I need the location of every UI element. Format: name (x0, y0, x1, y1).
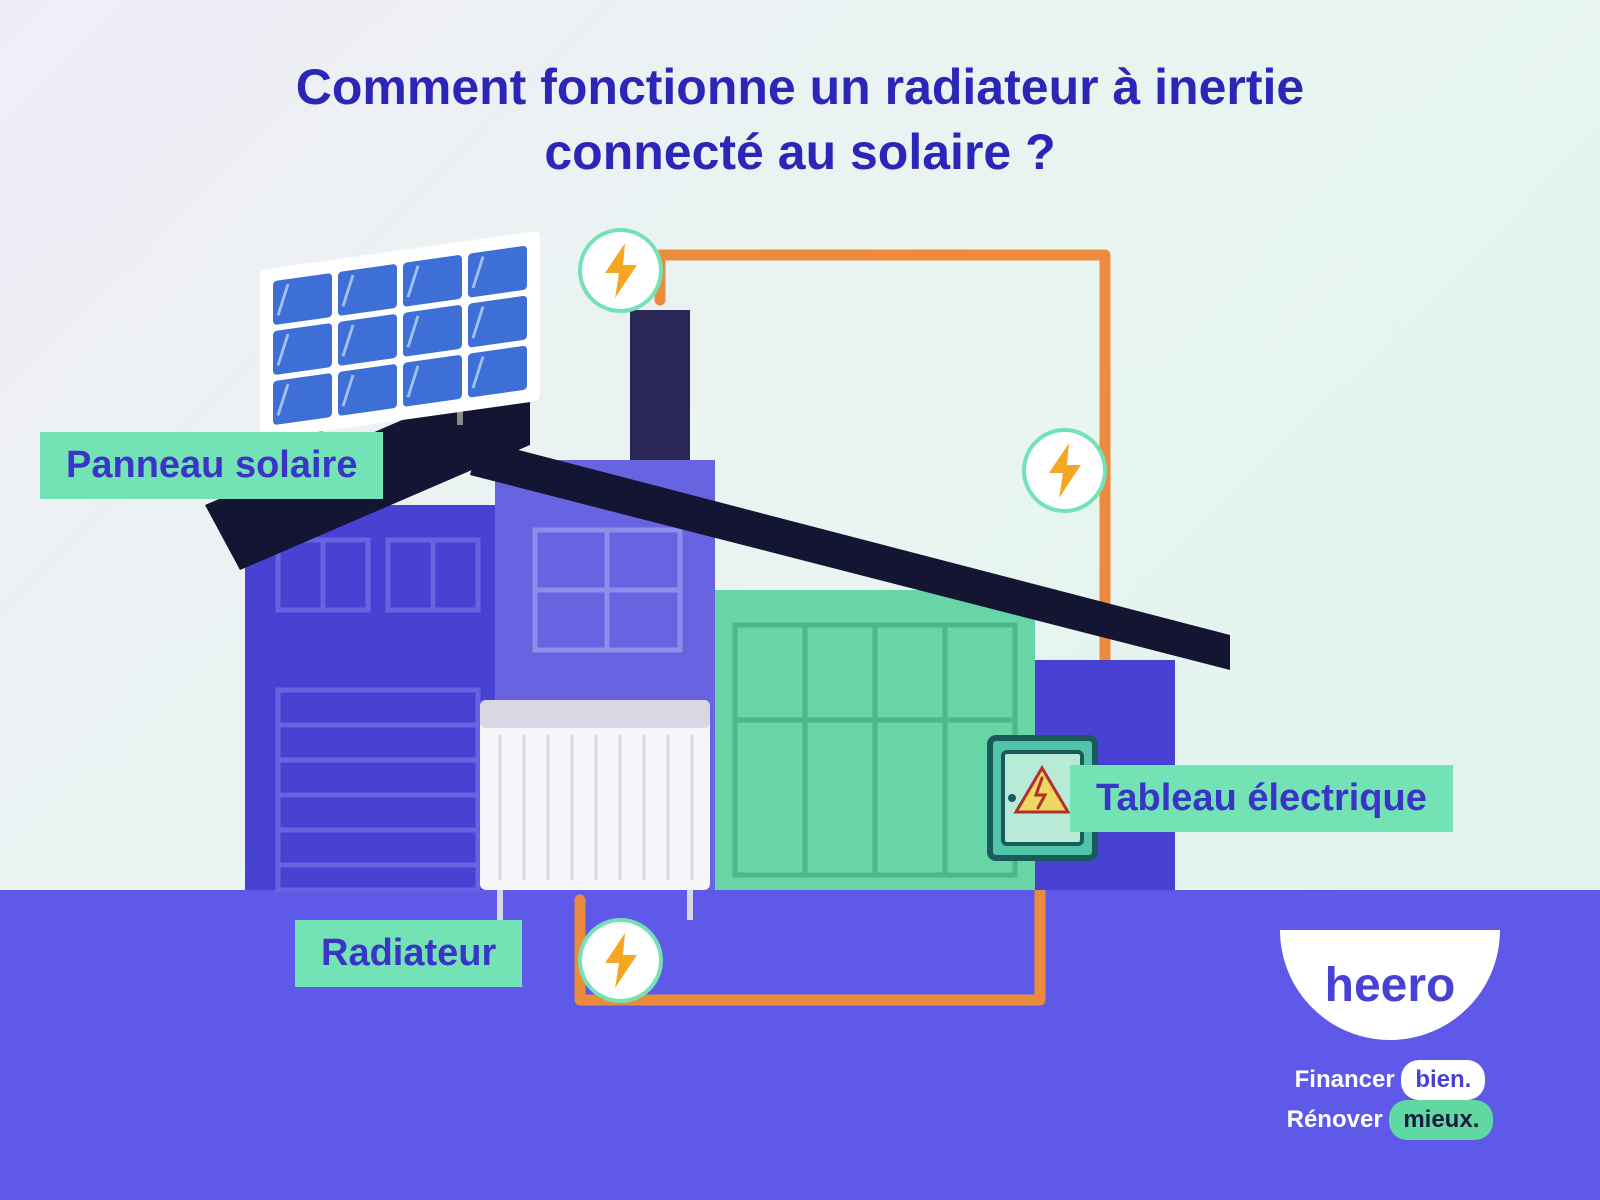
label-solar-panel: Panneau solaire (40, 432, 383, 499)
bolt-icon (578, 228, 663, 313)
bolt-icon (578, 918, 663, 1003)
tagline2-badge: mieux. (1389, 1100, 1493, 1140)
tagline2-pre: Rénover (1287, 1106, 1390, 1133)
tagline1-pre: Financer (1295, 1066, 1402, 1093)
label-electric-panel: Tableau électrique (1070, 765, 1453, 832)
bolt-icon (1022, 428, 1107, 513)
tagline1-badge: bien. (1401, 1060, 1485, 1100)
label-radiator: Radiateur (295, 920, 522, 987)
tagline: Financer bien. Rénover mieux. (1280, 1060, 1500, 1140)
logo-bowl: heero (1280, 930, 1500, 1040)
logo-text: heero (1325, 958, 1456, 1013)
brand-logo: heero Financer bien. Rénover mieux. (1280, 930, 1500, 1140)
